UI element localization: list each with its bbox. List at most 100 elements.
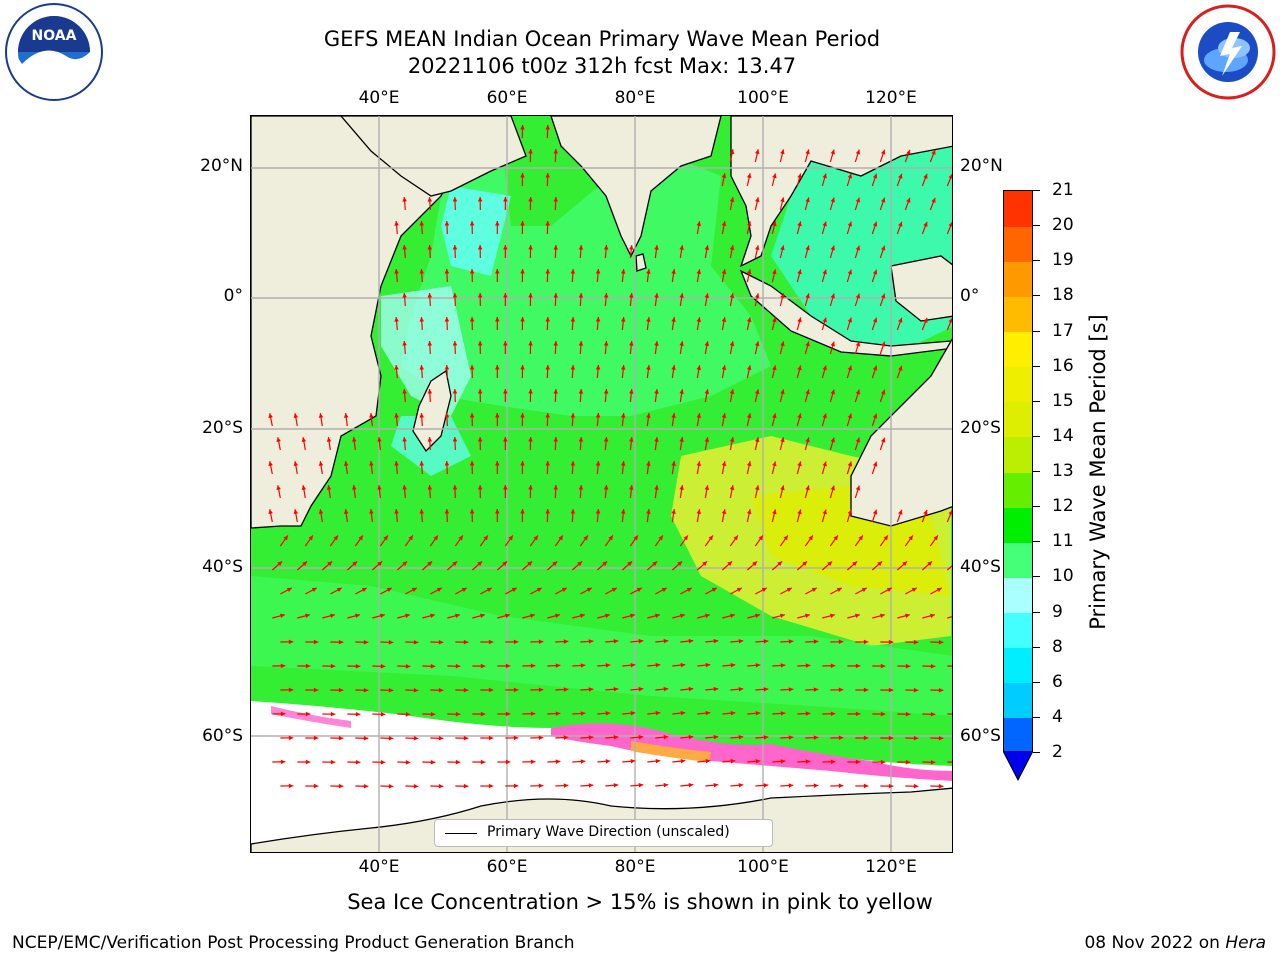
wave-direction-arrowhead	[545, 173, 550, 178]
colorbar-segment	[1004, 542, 1032, 578]
wave-direction-arrowhead	[520, 317, 525, 322]
wave-direction-arrowhead	[663, 782, 669, 788]
wave-direction-arrowhead	[830, 293, 835, 299]
colorbar-segment	[1004, 472, 1032, 508]
wave-direction-arrowhead	[545, 125, 550, 130]
wave-direction-arrowhead	[755, 149, 760, 155]
wave-direction-arrowhead	[613, 687, 619, 692]
wave-direction-arrowhead	[405, 760, 411, 765]
wave-direction-arrowhead	[358, 535, 363, 541]
wave-direction-arrowhead	[746, 269, 752, 275]
wave-direction-arrowhead	[336, 587, 342, 592]
india-landmass	[550, 116, 722, 258]
wave-direction-arrowhead	[352, 561, 358, 567]
wave-direction-arrowhead	[388, 640, 394, 645]
wave-direction-arrowhead	[555, 663, 561, 668]
wave-direction-arrowhead	[830, 485, 835, 491]
wave-direction-arrowhead	[503, 389, 508, 394]
colorbar-tick	[1033, 716, 1040, 718]
wave-direction-arrowhead	[655, 710, 661, 716]
colorbar-tick-label: 9	[1052, 601, 1063, 622]
wave-direction-arrowhead	[527, 561, 533, 567]
wave-direction-arrowhead	[511, 587, 517, 592]
wave-direction-arrowhead	[813, 639, 819, 644]
wave-direction-arrowhead	[438, 639, 444, 645]
wave-direction-arrowhead	[444, 413, 450, 418]
wave-direction-arrowhead	[702, 561, 708, 567]
wave-direction-arrowhead	[713, 782, 719, 788]
wave-direction-arrowhead	[277, 561, 283, 567]
wave-direction-arrowhead	[788, 735, 794, 740]
wave-direction-arrowhead	[369, 461, 374, 466]
wave-direction-arrowhead	[708, 535, 713, 541]
colorbar-tick	[1033, 752, 1040, 753]
wave-direction-arrowhead	[906, 197, 911, 203]
wave-direction-arrowhead	[780, 293, 785, 299]
wave-direction-arrowhead	[880, 245, 886, 251]
wave-direction-arrowhead	[847, 509, 853, 515]
wave-direction-arrowhead	[797, 269, 802, 275]
wave-direction-arrowhead	[780, 245, 785, 251]
wave-direction-arrowhead	[495, 413, 500, 418]
wave-direction-arrowhead	[938, 784, 944, 789]
wave-direction-arrowhead	[620, 269, 626, 274]
wave-direction-arrowhead	[480, 663, 486, 669]
wave-direction-arrowhead	[330, 711, 336, 717]
wave-direction-arrowhead	[480, 613, 485, 618]
wave-direction-arrowhead	[553, 293, 559, 298]
wave-direction-arrowhead	[627, 561, 633, 567]
colorbar-title: Primary Wave Mean Period [s]	[1086, 314, 1110, 630]
wave-direction-arrowhead	[813, 687, 819, 692]
wave-direction-arrowhead	[503, 341, 508, 346]
wave-direction-arrowhead	[880, 613, 885, 618]
wave-direction-arrowhead	[402, 293, 407, 298]
wave-direction-arrowhead	[613, 735, 619, 740]
wave-direction-arrowhead	[578, 389, 584, 394]
wave-direction-arrowhead	[433, 535, 438, 541]
wave-direction-arrowhead	[721, 365, 727, 371]
wave-direction-arrowhead	[545, 413, 550, 418]
wave-direction-arrowhead	[905, 759, 911, 765]
wave-direction-arrowhead	[327, 561, 333, 567]
wave-direction-arrowhead	[280, 663, 286, 669]
wave-direction-arrowhead	[505, 663, 511, 669]
wave-direction-arrowhead	[658, 535, 663, 541]
wave-direction-arrowhead	[380, 613, 385, 618]
colorbar-tick-label: 11	[1052, 531, 1074, 552]
wave-direction-arrowhead	[752, 561, 758, 567]
wave-direction-arrowhead	[729, 341, 735, 347]
wave-direction-arrowhead	[528, 485, 533, 490]
wave-direction-arrowhead	[863, 735, 869, 741]
wave-direction-arrowhead	[530, 711, 536, 717]
wave-direction-arrowhead	[696, 365, 702, 370]
wave-direction-arrowhead	[402, 437, 407, 442]
wave-direction-arrowhead	[363, 735, 369, 741]
wave-direction-arrowhead	[755, 663, 761, 668]
wave-direction-arrowhead	[898, 365, 903, 371]
wave-direction-arrowhead	[755, 485, 760, 491]
wave-direction-arrowhead	[780, 711, 786, 716]
sri-lanka-landmass	[635, 253, 647, 272]
wave-direction-arrowhead	[755, 341, 760, 347]
wave-direction-arrowhead	[863, 687, 869, 693]
wave-direction-arrowhead	[613, 783, 619, 788]
wave-direction-arrowhead	[620, 317, 626, 322]
wave-direction-arrowhead	[355, 759, 361, 765]
wave-direction-arrowhead	[948, 174, 952, 179]
wave-direction-arrowhead	[729, 245, 735, 251]
wave-direction-arrowhead	[553, 389, 559, 394]
wave-direction-arrowhead	[729, 197, 735, 203]
wave-direction-arrowhead	[786, 587, 792, 592]
wave-direction-arrowhead	[588, 639, 594, 644]
wave-direction-arrowhead	[686, 587, 692, 592]
wave-direction-arrowhead	[427, 485, 433, 490]
wave-direction-arrowhead	[419, 413, 425, 418]
wave-direction-arrowhead	[545, 461, 550, 466]
colorbar-tick-label: 17	[1052, 320, 1074, 341]
colorbar-segment	[1004, 226, 1032, 262]
wave-direction-arrowhead	[696, 317, 702, 322]
lat-tick-right: 20°S	[960, 418, 1001, 438]
wave-direction-arrowhead	[629, 389, 634, 394]
wave-direction-arrowhead	[905, 663, 911, 669]
wave-direction-arrowhead	[505, 613, 510, 618]
